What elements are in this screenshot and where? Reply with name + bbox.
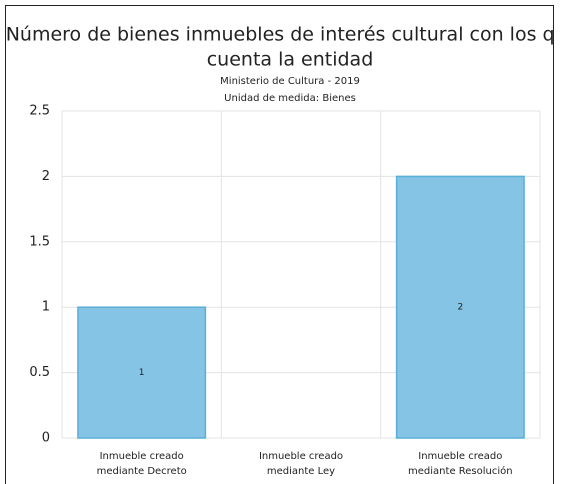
bar — [395, 175, 525, 439]
x-tick-label: Inmueble creado — [100, 451, 184, 462]
title-group: Número de bienes inmuebles de interés cu… — [6, 24, 570, 71]
y-tick-label: 2.5 — [29, 104, 50, 119]
x-tick-label: mediante Decreto — [97, 466, 187, 477]
subtitle: Ministerio de Cultura - 2019 — [220, 76, 360, 87]
y-tick-label: 0.5 — [29, 365, 50, 380]
x-tick-label: Inmueble creado — [259, 451, 343, 462]
y-tick-label: 1.5 — [29, 234, 50, 249]
x-tick-label: mediante Resolución — [408, 465, 513, 477]
x-tick-label: Inmueble creado — [418, 451, 502, 462]
data-label: 1 — [139, 368, 145, 378]
bar — [77, 306, 207, 439]
chart-title: cuenta la entidad — [207, 49, 374, 71]
chart-title: Número de bienes inmuebles de interés cu… — [6, 24, 570, 46]
y-tick-label: 1 — [42, 300, 50, 315]
data-label: 2 — [457, 303, 463, 313]
x-tick-label: mediante Ley — [267, 466, 335, 477]
subtitle: Unidad de medida: Bienes — [224, 93, 356, 104]
y-tick-label: 0 — [42, 431, 50, 446]
y-tick-label: 2 — [42, 169, 50, 184]
frame — [5, 5, 554, 484]
